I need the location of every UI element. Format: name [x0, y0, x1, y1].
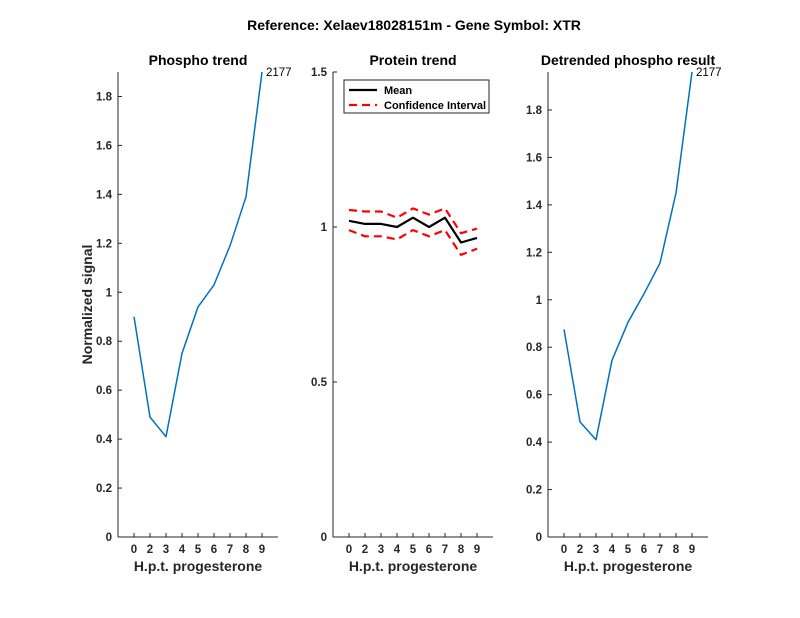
x-tick-label: 4: [394, 544, 401, 556]
y-tick-label: 0: [106, 532, 112, 544]
x-tick-label: 0: [346, 544, 352, 556]
legend: Mean Confidence Interval: [343, 79, 490, 114]
x-tick-label: 3: [593, 544, 599, 556]
x-tick-label: 8: [673, 544, 680, 556]
y-tick-label: 1.4: [526, 200, 543, 212]
y-tick-label: 0.4: [96, 434, 113, 446]
x-tick-label: 5: [195, 544, 202, 556]
x-tick-label: 5: [625, 544, 632, 556]
y-tick-label: 1.8: [96, 91, 113, 103]
legend-entry: Confidence Interval: [384, 100, 486, 112]
y-tick-label: 0.8: [526, 342, 543, 354]
series-line-1: [133, 71, 263, 438]
y-axis-label: Normalized signal: [79, 245, 95, 365]
chart-panel-1: Phospho trend 0 0.2 0.4 0.6 0.8 1 1.2 1.4 1.6 1.8 0…: [79, 52, 292, 574]
x-tick-label: 9: [259, 544, 265, 556]
panel-title: Phospho trend: [149, 52, 248, 68]
x-tick-label: 2: [577, 544, 583, 556]
y-tick-label: 0.6: [96, 385, 112, 397]
x-tick-label: 7: [657, 544, 663, 556]
series-line-1: [563, 71, 693, 441]
x-tick-label: 0: [561, 544, 567, 556]
panel-title: Protein trend: [369, 52, 456, 68]
chart-panel-3: Detrended phospho result 0 0.2 0.4 0.6 0.8 1 1.…: [526, 52, 722, 574]
y-tick-label: 0.4: [526, 437, 543, 449]
y-tick-label: 1.6: [526, 152, 542, 164]
legend-box: [343, 79, 490, 114]
x-tick-label: 7: [442, 544, 448, 556]
x-tick-label: 6: [426, 544, 432, 556]
y-tick-label: 0.2: [96, 483, 112, 495]
x-tick-label: 7: [227, 544, 233, 556]
x-axis-label: H.p.t. progesterone: [134, 558, 263, 574]
y-tick-label: 1.6: [96, 140, 112, 152]
x-tick-label: 4: [179, 544, 186, 556]
y-tick-label: 1: [536, 295, 543, 307]
series-line-1: [348, 216, 478, 244]
y-tick-label: 1.2: [526, 247, 542, 259]
x-axis-label: H.p.t. progesterone: [564, 558, 693, 574]
y-tick-label: 0.2: [526, 485, 542, 497]
x-tick-label: 2: [362, 544, 368, 556]
x-tick-label: 9: [474, 544, 480, 556]
y-tick-label: 0.8: [96, 336, 113, 348]
y-tick-label: 0.6: [526, 390, 542, 402]
y-tick-label: 0: [536, 532, 542, 544]
x-tick-label: 8: [458, 544, 465, 556]
x-tick-label: 6: [211, 544, 217, 556]
series-line-3: [348, 229, 478, 256]
x-tick-label: 3: [378, 544, 384, 556]
y-tick-label: 1: [106, 287, 113, 299]
x-tick-label: 3: [163, 544, 169, 556]
x-tick-label: 2: [147, 544, 153, 556]
figure-suptitle: Reference: Xelaev18028151m - Gene Symbol…: [247, 17, 581, 33]
x-tick-label: 8: [243, 544, 250, 556]
y-tick-label: 1.5: [311, 67, 328, 79]
point-annotation: 2177: [696, 67, 722, 79]
legend-entry: Mean: [384, 85, 412, 97]
y-tick-label: 1.2: [96, 238, 112, 250]
panel-title: Detrended phospho result: [541, 52, 716, 68]
y-tick-label: 1.8: [526, 105, 543, 117]
x-tick-label: 9: [689, 544, 695, 556]
x-axis-label: H.p.t. progesterone: [349, 558, 478, 574]
y-tick-label: 1.4: [96, 189, 113, 201]
x-tick-label: 6: [641, 544, 647, 556]
point-annotation: 2177: [266, 67, 292, 79]
x-tick-label: 4: [609, 544, 616, 556]
y-tick-label: 1: [321, 222, 328, 234]
y-tick-label: 0.5: [311, 377, 328, 389]
x-tick-label: 0: [131, 544, 137, 556]
y-tick-label: 0: [321, 532, 327, 544]
series-line-2: [348, 207, 478, 235]
x-tick-label: 5: [410, 544, 417, 556]
